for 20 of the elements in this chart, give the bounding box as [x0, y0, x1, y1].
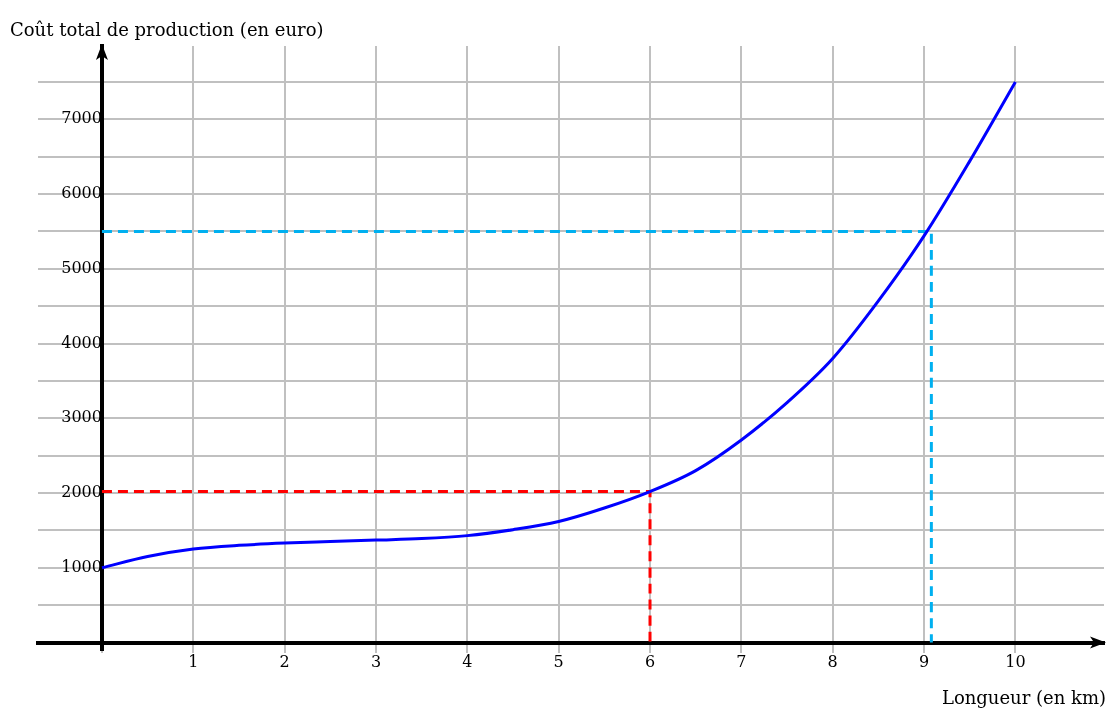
y-axis-title: Coût total de production (en euro)	[10, 19, 324, 40]
x-tick-label: 1	[188, 652, 199, 672]
x-tick-label: 2	[279, 652, 290, 672]
x-tick-label: 4	[462, 652, 473, 672]
x-tick-label: 3	[370, 652, 382, 672]
x-tick-label: 5	[553, 652, 564, 672]
x-tick-label: 7	[736, 652, 747, 672]
line-series	[100, 80, 1017, 570]
y-tick-label: 1000	[61, 556, 102, 576]
x-axis-title: Longueur (en km)	[941, 687, 1106, 708]
x-tick-label: 6	[644, 652, 656, 672]
y-tick-label: 2000	[61, 482, 102, 502]
y-tick-label: 3000	[61, 407, 102, 427]
y-tick-label: 6000	[61, 183, 102, 203]
y-tick-label: 4000	[61, 332, 102, 352]
x-tick-label: 10	[1005, 652, 1026, 672]
x-tick-label: 8	[827, 652, 838, 672]
x-tick-label: 9	[918, 652, 930, 672]
y-tick-label: 7000	[61, 108, 102, 128]
y-tick-label: 5000	[61, 257, 102, 277]
